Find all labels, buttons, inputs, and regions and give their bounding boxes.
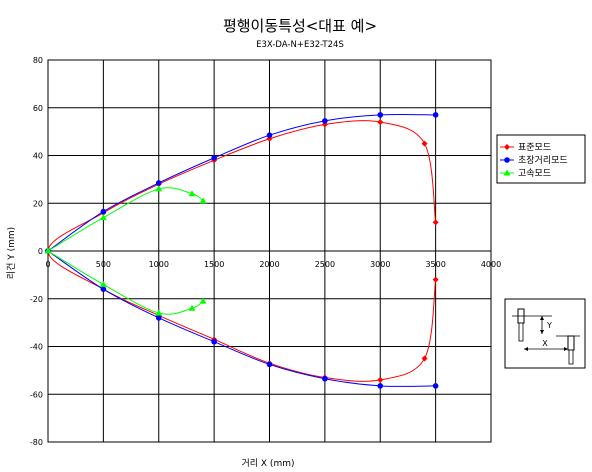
x-tick-label: 2000 <box>259 260 279 269</box>
emitter-cable <box>518 322 524 342</box>
x-tick-label: 2500 <box>315 260 335 269</box>
data-point <box>322 375 328 382</box>
diagram-x-label: X <box>542 339 548 348</box>
series-3 <box>44 185 207 316</box>
x-tick-label: 500 <box>96 260 111 269</box>
series-group <box>44 112 439 389</box>
data-point <box>100 286 107 293</box>
data-point <box>99 214 107 221</box>
y-tick-label: -80 <box>30 438 43 447</box>
x-axis-ticks: 0 500 1000 1500 2000 2500 3000 3500 4000 <box>45 260 501 269</box>
data-point <box>266 132 273 139</box>
x-arrow-right <box>564 347 568 351</box>
legend-label: 고속모드 <box>518 168 551 179</box>
data-point <box>432 383 439 389</box>
y-arrow-down <box>540 330 544 334</box>
data-point <box>377 119 384 126</box>
legend-label: 초장거리모드 <box>518 155 568 166</box>
data-point <box>99 280 107 287</box>
series-2 <box>45 112 439 389</box>
y-tick-label: -40 <box>30 343 43 352</box>
y-tick-label: 0 <box>38 247 43 256</box>
data-point <box>199 197 207 204</box>
x-tick-label: 1500 <box>204 260 224 269</box>
y-tick-label: -20 <box>30 295 43 304</box>
data-point <box>377 112 384 118</box>
y-axis-ticks: 80 60 40 20 0 -20 -40 -60 -80 <box>30 56 43 447</box>
x-arrow-left <box>524 347 528 351</box>
data-point <box>155 185 163 192</box>
data-point <box>155 180 162 186</box>
x-tick-label: 4000 <box>481 260 501 269</box>
data-point <box>432 276 439 283</box>
data-point <box>432 219 439 226</box>
y-tick-label: 40 <box>33 152 43 161</box>
data-point <box>188 190 196 197</box>
data-point <box>266 361 273 368</box>
data-point <box>211 338 217 345</box>
data-point <box>421 355 428 362</box>
x-axis-label: 거리 X (mm) <box>241 458 294 469</box>
legend-label: 표준모드 <box>518 142 551 153</box>
data-point <box>199 297 207 304</box>
y-axis-label: 리건 Y (mm) <box>6 227 17 279</box>
x-tick-label: 3000 <box>370 260 390 269</box>
data-point <box>188 304 196 311</box>
x-tick-label: 1000 <box>149 260 169 269</box>
y-arrow-up <box>540 316 544 320</box>
y-tick-label: -60 <box>30 390 43 399</box>
data-point <box>155 309 163 316</box>
legend-swatch-marker <box>503 169 511 176</box>
legend-swatch-marker <box>504 157 510 163</box>
receiver-cable <box>568 349 574 365</box>
data-point <box>432 112 439 118</box>
legend-box <box>496 134 586 184</box>
y-tick-label: 80 <box>33 56 43 65</box>
data-point <box>322 118 328 124</box>
data-point <box>421 140 428 147</box>
chart-subtitle: E3X-DA-N+E32-T24S <box>256 40 344 50</box>
receiver-shape <box>567 335 575 351</box>
chart-title: 평행이동특성<대표 예> <box>223 17 377 35</box>
data-point <box>155 315 162 321</box>
y-tick-label: 20 <box>33 199 43 208</box>
data-point <box>377 376 384 383</box>
data-point <box>44 247 52 254</box>
x-tick-label: 3500 <box>425 260 445 269</box>
data-point <box>100 208 107 215</box>
legend-swatch-marker <box>504 144 510 150</box>
data-point <box>377 383 384 389</box>
data-point <box>211 155 217 161</box>
offset-diagram: Y X <box>504 298 586 369</box>
y-tick-label: 60 <box>33 104 43 113</box>
diagram-y-label: Y <box>546 321 552 330</box>
x-tick-label: 0 <box>45 260 50 269</box>
